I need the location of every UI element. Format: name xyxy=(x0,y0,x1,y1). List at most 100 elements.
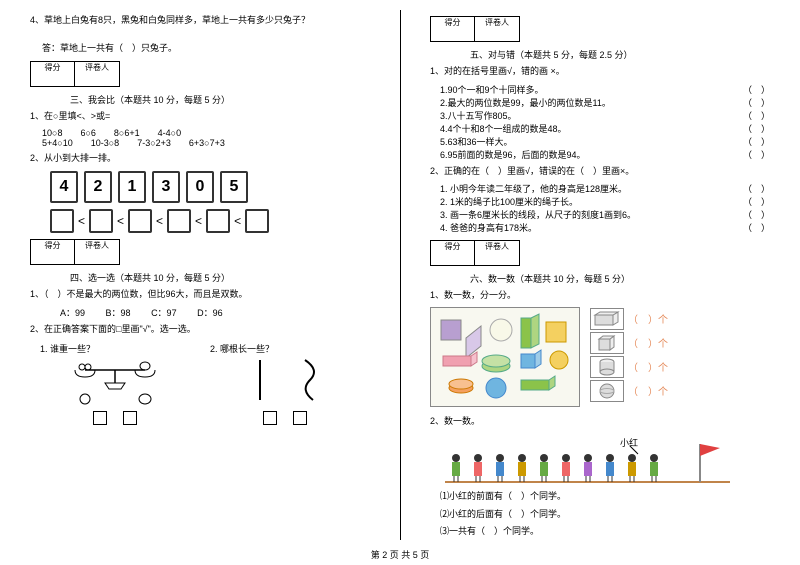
score-box-4: 得分 评卷人 xyxy=(30,239,120,265)
cuboid-icon xyxy=(590,308,624,330)
lt-icon: < xyxy=(195,214,202,228)
s5-item: 4.4个十和8个一组成的数是48。 （ ） xyxy=(440,122,770,135)
column-divider xyxy=(400,10,401,540)
lt-icon: < xyxy=(234,214,241,228)
item-text: 4.4个十和8个一组成的数是48。 xyxy=(440,122,567,135)
s5-q2-label: 2、正确的在（ ）里画√，错误的在（ ）里画×。 xyxy=(430,165,770,179)
cmp-1: 6○6 xyxy=(80,128,95,138)
paren[interactable]: （ ） xyxy=(743,122,770,135)
shape-ans[interactable]: （ ）个 xyxy=(628,311,668,326)
card-5: 5 xyxy=(220,171,248,203)
score-col: 得分 xyxy=(431,17,475,41)
score-box-3: 得分 评卷人 xyxy=(30,61,120,87)
cube-icon xyxy=(590,332,624,354)
compare-row: 10○8 6○6 8○6+1 4-4○0 xyxy=(42,128,370,138)
xiaohong-label: 小红 xyxy=(620,436,638,449)
number-cards: 4 2 1 3 0 5 xyxy=(50,171,370,203)
s4-q1: 1、（ ）不是最大的两位数，但比96大，而且是双数。 xyxy=(30,288,370,302)
cmp-7: 6+3○7+3 xyxy=(189,138,225,148)
cmp-5: 10-3○8 xyxy=(91,138,119,148)
ecard[interactable] xyxy=(245,209,269,233)
kids-q2: ⑵小红的后面有（ ）个同学。 xyxy=(440,508,770,522)
paren[interactable]: （ ） xyxy=(743,83,770,96)
kids-q3: ⑶一共有（ ）个同学。 xyxy=(440,525,770,539)
kids-queue: 小红 xyxy=(440,436,770,486)
item-text: 4. 爸爸的身高有178米。 xyxy=(440,221,537,234)
paren[interactable]: （ ） xyxy=(743,195,770,208)
shape-ans[interactable]: （ ）个 xyxy=(628,359,668,374)
shape-ans[interactable]: （ ）个 xyxy=(628,383,668,398)
s4-q2-2-label: 2. 哪根长一些？ xyxy=(210,342,360,355)
balance-scale-icon xyxy=(55,355,175,405)
item-text: 3. 画一条6厘米长的线段，从尺子的刻度1画到6。 xyxy=(440,208,636,221)
score-box-5: 得分 评卷人 xyxy=(430,16,520,42)
card-2: 1 xyxy=(118,171,146,203)
ecard[interactable] xyxy=(50,209,74,233)
shape-count-table: （ ）个 （ ）个 （ ）个 （ ）个 xyxy=(590,307,710,407)
s4-choices: A：99 B：98 C：97 D：96 xyxy=(60,306,370,319)
checkbox[interactable] xyxy=(293,411,307,425)
paren[interactable]: （ ） xyxy=(743,182,770,195)
s5-q1-label: 1、对的在括号里画√，错的画 ×。 xyxy=(430,65,770,79)
lt-icon: < xyxy=(156,214,163,228)
ecard[interactable] xyxy=(89,209,113,233)
card-4: 0 xyxy=(186,171,214,203)
item-text: 1. 小明今年读二年级了，他的身高是128厘米。 xyxy=(440,182,627,195)
lt-icon: < xyxy=(78,214,85,228)
s5-item: 4. 爸爸的身高有178米。 （ ） xyxy=(440,221,770,234)
choice-d: D：96 xyxy=(197,308,223,318)
choice-b: B：98 xyxy=(106,308,131,318)
kids-q1: ⑴小红的前面有（ ）个同学。 xyxy=(440,490,770,504)
paren[interactable]: （ ） xyxy=(743,148,770,161)
section-5-title: 五、对与错（本题共 5 分，每题 2.5 分） xyxy=(470,48,770,61)
cmp-3: 4-4○0 xyxy=(158,128,181,138)
paren[interactable]: （ ） xyxy=(743,96,770,109)
item-text: 2.最大的两位数是99，最小的两位数是11。 xyxy=(440,96,611,109)
grader-col: 评卷人 xyxy=(75,62,119,86)
empty-sort-row: < < < < < xyxy=(50,209,370,233)
paren[interactable]: （ ） xyxy=(743,221,770,234)
item-text: 1.90个一和9个十同样多。 xyxy=(440,83,544,96)
item-text: 5.63和36一样大。 xyxy=(440,135,513,148)
cmp-2: 8○6+1 xyxy=(114,128,140,138)
s5-item: 3. 画一条6厘米长的线段，从尺子的刻度1画到6。 （ ） xyxy=(440,208,770,221)
ecard[interactable] xyxy=(128,209,152,233)
shapes-scene xyxy=(430,307,580,407)
s6-q1-label: 1、数一数，分一分。 xyxy=(430,289,770,303)
choice-a: A：99 xyxy=(60,308,85,318)
checkbox[interactable] xyxy=(123,411,137,425)
item-text: 6.95前面的数是96，后面的数是94。 xyxy=(440,148,586,161)
s4-q2-1-label: 1. 谁重一些？ xyxy=(40,342,190,355)
section-3-title: 三、我会比（本题共 10 分，每题 5 分） xyxy=(70,93,370,106)
checkbox[interactable] xyxy=(263,411,277,425)
choice-c: C：97 xyxy=(151,308,177,318)
s5-item: 1. 小明今年读二年级了，他的身高是128厘米。 （ ） xyxy=(440,182,770,195)
score-col: 得分 xyxy=(31,62,75,86)
s5-item: 6.95前面的数是96，后面的数是94。 （ ） xyxy=(440,148,770,161)
s5-item: 3.八十五写作805。（ ） xyxy=(440,109,770,122)
s5-item: 5.63和36一样大。 （ ） xyxy=(440,135,770,148)
item-text: 2. 1米的绳子比100厘米的绳子长。 xyxy=(440,195,578,208)
cylinder-icon xyxy=(590,356,624,378)
lines-compare-icon xyxy=(235,355,335,405)
grader-col: 评卷人 xyxy=(75,240,119,264)
paren[interactable]: （ ） xyxy=(743,109,770,122)
score-box-6: 得分 评卷人 xyxy=(430,240,520,266)
score-col: 得分 xyxy=(31,240,75,264)
paren[interactable]: （ ） xyxy=(743,135,770,148)
cmp-6: 7-3○2+3 xyxy=(137,138,171,148)
compare-row-2: 5+4○10 10-3○8 7-3○2+3 6+3○7+3 xyxy=(42,138,370,148)
s5-item: 2.最大的两位数是99，最小的两位数是11。 （ ） xyxy=(440,96,770,109)
s4-q2: 2、在正确答案下面的□里画"√"。选一选。 xyxy=(30,323,370,337)
s6-q2-label: 2、数一数。 xyxy=(430,415,770,429)
ecard[interactable] xyxy=(206,209,230,233)
checkbox[interactable] xyxy=(93,411,107,425)
paren[interactable]: （ ） xyxy=(743,208,770,221)
s5-item: 1.90个一和9个十同样多。 （ ） xyxy=(440,83,770,96)
lt-icon: < xyxy=(117,214,124,228)
ecard[interactable] xyxy=(167,209,191,233)
shape-ans[interactable]: （ ）个 xyxy=(628,335,668,350)
page-footer: 第 2 页 共 5 页 xyxy=(0,548,800,561)
sphere-icon xyxy=(590,380,624,402)
cmp-0: 10○8 xyxy=(42,128,62,138)
